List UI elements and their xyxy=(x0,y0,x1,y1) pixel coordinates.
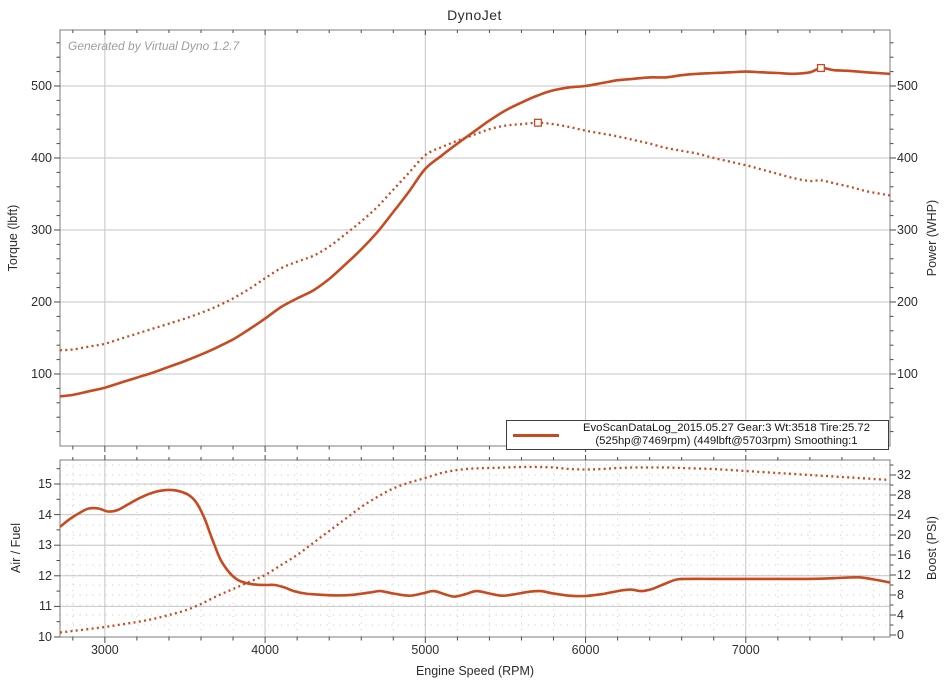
rpm-axis-title: Engine Speed (RPM) xyxy=(415,664,535,678)
afr-axis-title: Air / Fuel xyxy=(9,523,23,574)
power-axis-title: Power (WHP) xyxy=(925,199,939,277)
torque-axis-title: Torque (lbft) xyxy=(6,204,20,272)
legend-box: EvoScanDataLog_2015.05.27 Gear:3 Wt:3518… xyxy=(506,420,889,450)
boost-axis-title: Boost (PSI) xyxy=(925,516,939,580)
chart-title: DynoJet xyxy=(447,7,502,23)
legend-line-swatch xyxy=(513,433,559,437)
legend-line-1: EvoScanDataLog_2015.05.27 Gear:3 Wt:3518… xyxy=(582,421,870,434)
watermark-text: Generated by Virtual Dyno 1.2.7 xyxy=(68,39,240,53)
legend-swatch-wrap xyxy=(507,433,565,437)
legend-text: EvoScanDataLog_2015.05.27 Gear:3 Wt:3518… xyxy=(565,422,888,449)
legend-line-2: (525hp@7469rpm) (449lbft@5703rpm) Smooth… xyxy=(595,435,858,447)
